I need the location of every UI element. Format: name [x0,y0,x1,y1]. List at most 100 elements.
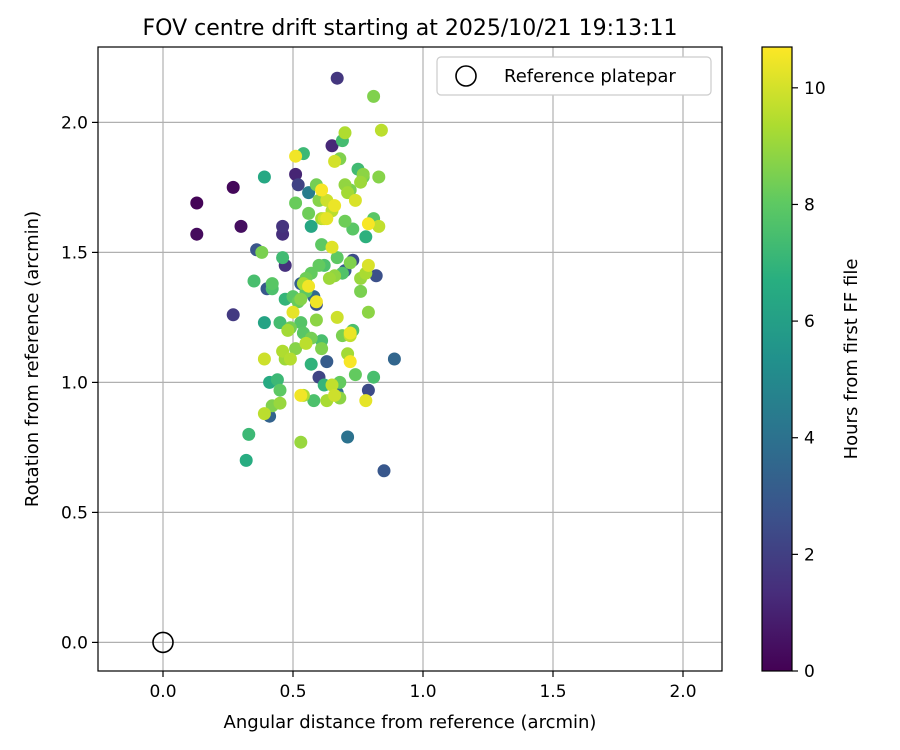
scatter-point [289,149,303,163]
scatter-point [325,240,339,254]
scatter-point [257,352,271,366]
scatter-point [372,170,386,184]
y-tick-label: 0.5 [61,503,88,523]
x-gridlines [162,47,684,671]
scatter-point [330,310,344,324]
colorbar-ticks: 0 2 4 6 8 10 [792,79,826,682]
y-axis-ticks: 0.0 0.5 1.0 1.5 2.0 [61,113,98,653]
scatter-point [302,279,316,293]
x-tick-label: 0.5 [279,682,306,702]
x-tick-label: 2.0 [669,682,696,702]
scatter-point [387,352,401,366]
scatter-point [312,258,326,272]
x-tick-label: 1.5 [539,682,566,702]
scatter-point [294,292,308,306]
scatter-point [255,245,269,259]
y-tick-label: 0.0 [61,633,88,653]
scatter-point [361,305,375,319]
scatter-point [286,305,300,319]
scatter-point [315,238,329,252]
colorbar-tick-label: 8 [804,195,815,215]
scatter-point [315,342,329,356]
scatter-point [283,352,297,366]
colorbar-tick-label: 4 [804,429,815,449]
scatter-points [190,71,401,478]
scatter-point [367,370,381,384]
scatter-point [294,316,308,330]
scatter-point [377,464,391,478]
scatter-point [328,199,342,213]
scatter-point [330,71,344,85]
scatter-point [265,277,279,291]
scatter-point [247,274,261,288]
colorbar: 0 2 4 6 8 10 Hours from first FF file [761,46,862,682]
scatter-point [226,180,240,194]
legend: Reference platepar [436,56,712,96]
scatter-point [359,230,373,244]
scatter-point [343,355,357,369]
scatter-point [270,373,284,387]
scatter-point [320,212,334,226]
scatter-point [304,219,318,233]
plot-frame [97,46,723,672]
scatter-point [328,154,342,168]
scatter-point [307,394,321,408]
scatter-point [299,336,313,350]
y-tick-label: 1.5 [61,243,88,263]
scatter-point [361,258,375,272]
scatter-point [302,206,316,220]
scatter-point [304,357,318,371]
scatter-point [328,388,342,402]
scatter-point [343,326,357,340]
y-gridlines [98,121,722,644]
legend-reference-marker [455,65,477,87]
scatter-point [325,139,339,153]
scatter-point [257,170,271,184]
scatter-point [242,427,256,441]
scatter-point [289,167,303,181]
scatter-point [239,453,253,467]
scatter-point [325,378,339,392]
colorbar-tick-label: 6 [804,312,815,332]
scatter-point [281,323,295,337]
scatter-point [257,316,271,330]
scatter-point [354,284,368,298]
scatter-point [330,251,344,265]
scatter-point [322,271,336,285]
x-tick-label: 1.0 [409,682,436,702]
scatter-point [289,196,303,210]
scatter-point [294,435,308,449]
scatter-point [354,175,368,189]
scatter-point [273,396,287,410]
scatter-point [372,219,386,233]
scatter-point [361,217,375,231]
scatter-point [315,183,329,197]
scatter-point [341,430,355,444]
chart-title: FOV centre drift starting at 2025/10/21 … [143,16,678,41]
scatter-point [369,269,383,283]
scatter-point [367,89,381,103]
legend-box [436,56,712,96]
scatter-point [359,394,373,408]
colorbar-label: Hours from first FF file [841,259,862,460]
x-tick-label: 0.0 [149,682,176,702]
scatter-point [276,251,290,265]
scatter-point [289,342,303,356]
scatter-point [273,383,287,397]
y-axis-label: Rotation from reference (arcmin) [22,211,43,507]
scatter-point [190,196,204,210]
colorbar-tick-label: 0 [804,662,815,682]
x-axis-label: Angular distance from reference (arcmin) [224,712,597,733]
scatter-point [190,227,204,241]
scatter-point [294,388,308,402]
colorbar-tick-label: 2 [804,545,815,565]
reference-platepar-marker [152,631,174,654]
scatter-point [234,219,248,233]
scatter-point [291,178,305,192]
scatter-point [343,256,357,270]
scatter-point [309,313,323,327]
x-axis-ticks: 0.0 0.5 1.0 1.5 2.0 [149,671,697,702]
scatter-point [276,219,290,233]
scatter-point [226,308,240,322]
